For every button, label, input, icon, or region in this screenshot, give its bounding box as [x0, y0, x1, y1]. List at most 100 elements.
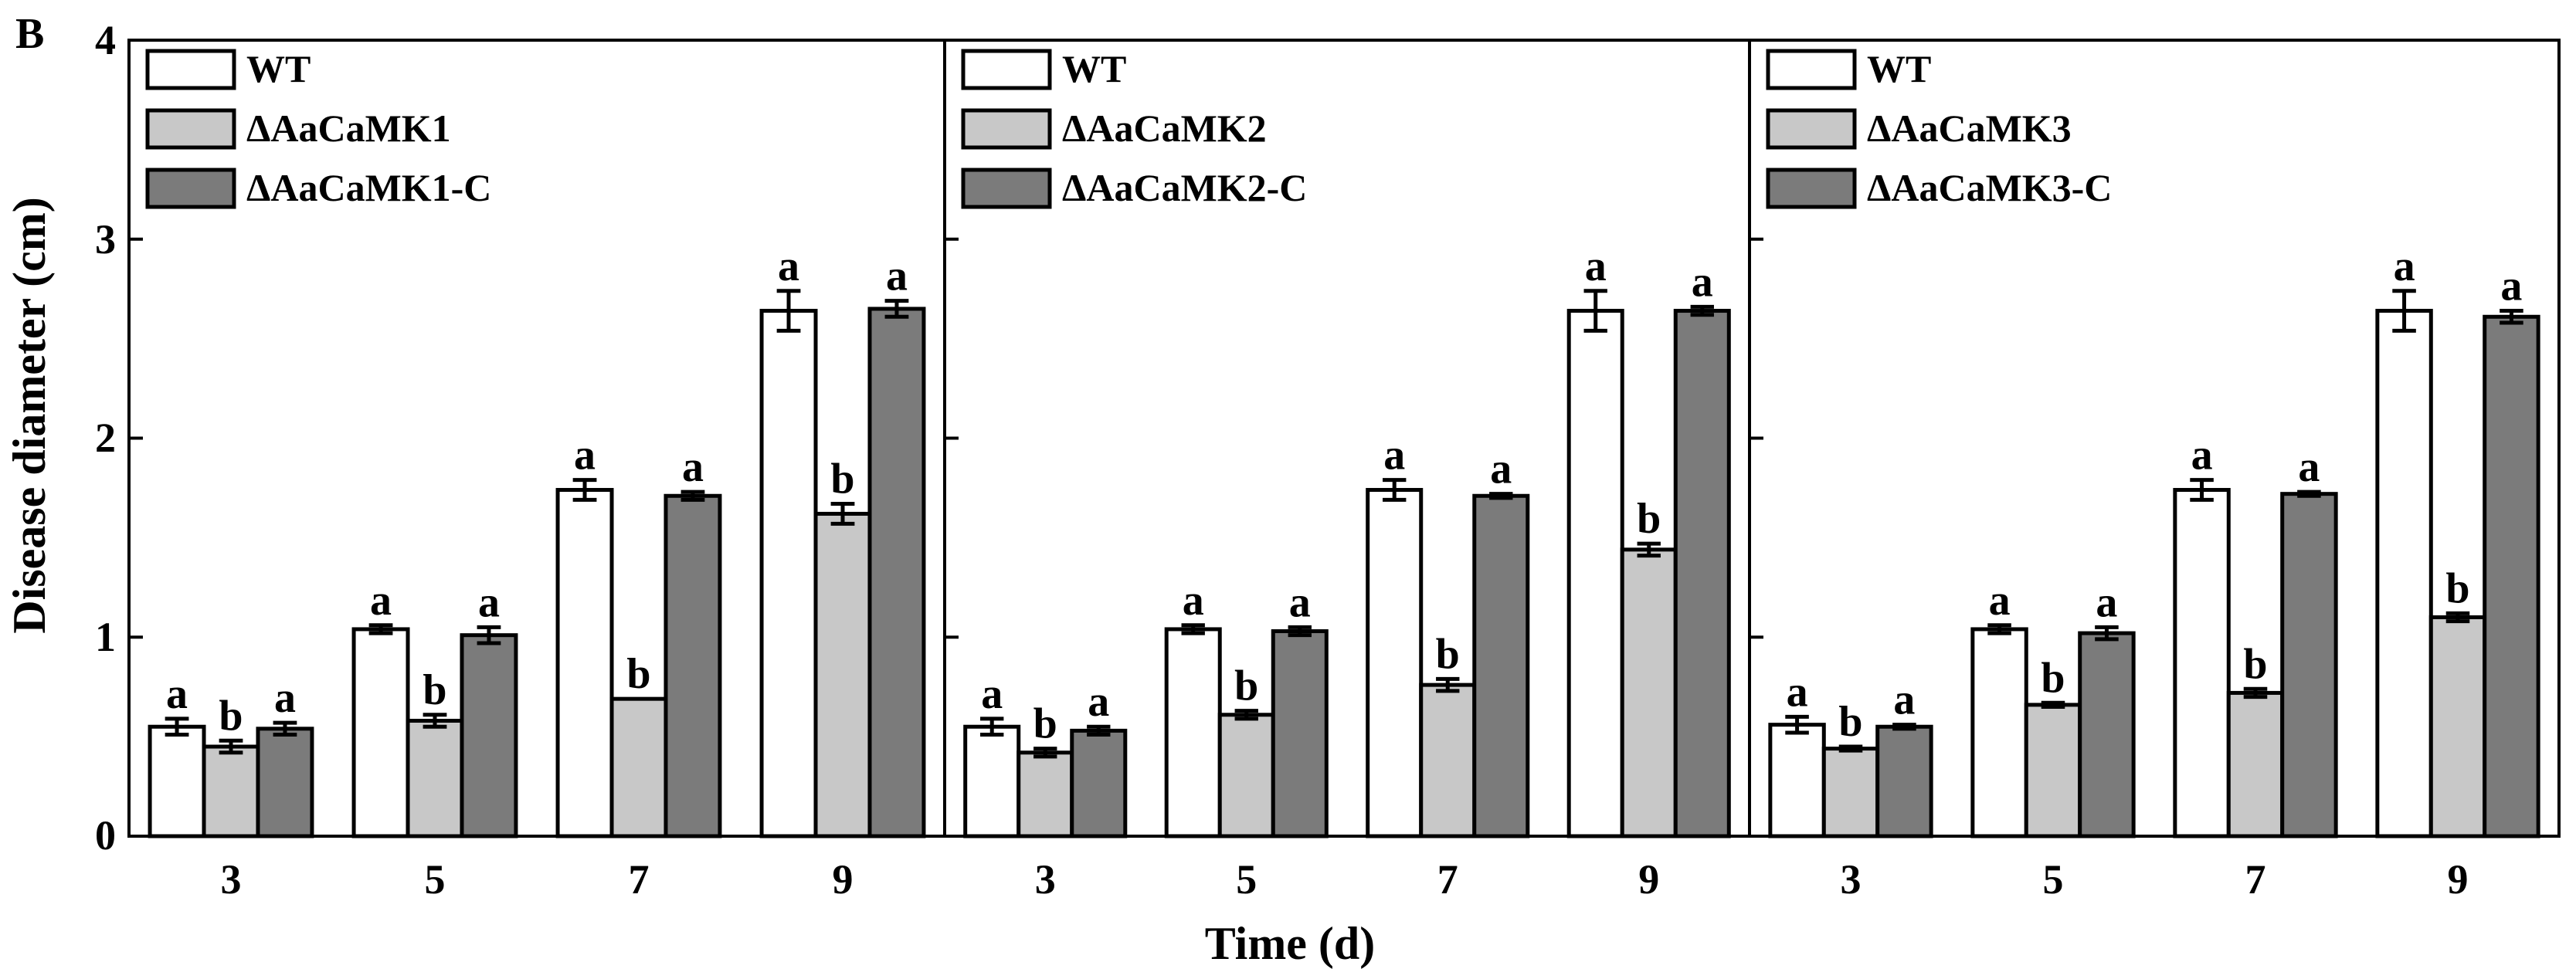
significance-letter: b	[1436, 630, 1460, 678]
x-tick-label: 9	[1638, 856, 1659, 903]
legend-label: WT	[1867, 47, 1931, 90]
x-tick-label: 7	[629, 856, 650, 903]
significance-letter: b	[1033, 700, 1057, 748]
legend-label: WT	[246, 47, 311, 90]
significance-letter: a	[1289, 578, 1311, 626]
bar	[1217, 713, 1275, 838]
bar	[664, 493, 722, 838]
significance-letter: a	[2394, 242, 2415, 290]
significance-letter: b	[626, 650, 650, 698]
significance-letter: a	[574, 432, 596, 479]
panel-label: B	[15, 10, 44, 58]
y-tick-label: 2	[95, 415, 116, 461]
bar	[1016, 750, 1074, 838]
x-tick-label: 5	[1236, 856, 1257, 903]
bar	[2173, 488, 2231, 838]
y-tick-label: 0	[95, 812, 116, 859]
bar	[1768, 723, 1826, 838]
x-tick-label: 3	[1841, 856, 1862, 903]
bar	[406, 719, 464, 838]
significance-letter: a	[274, 674, 296, 722]
x-axis-label: Time (d)	[1205, 918, 1376, 969]
x-tick-label: 5	[2043, 856, 2064, 903]
bar	[813, 511, 872, 838]
bar	[1070, 728, 1128, 838]
bar	[351, 627, 410, 838]
significance-letter: a	[2298, 443, 2320, 491]
x-tick-label: 9	[2448, 856, 2469, 903]
significance-letter: a	[478, 578, 500, 626]
y-tick-label: 1	[95, 614, 116, 660]
legend-label: ΔAaCaMK2-C	[1062, 166, 1307, 209]
x-tick-label: 7	[2245, 856, 2266, 903]
bar	[2428, 615, 2487, 838]
significance-letter: a	[1183, 577, 1204, 625]
significance-letter: b	[1234, 662, 1258, 710]
bar	[1472, 493, 1530, 838]
bar	[867, 307, 926, 838]
significance-letter: a	[1989, 577, 2011, 625]
y-tick-label: 4	[95, 17, 116, 63]
significance-letter: a	[2096, 578, 2117, 626]
significance-letter: a	[1088, 678, 1109, 726]
significance-letter: a	[1692, 258, 1713, 306]
bar	[148, 724, 206, 838]
bar	[1821, 747, 1880, 838]
bar	[963, 724, 1021, 838]
legend-swatch	[961, 108, 1052, 150]
bar	[460, 633, 518, 838]
significance-letter: b	[2041, 654, 2065, 702]
significance-letter: b	[1637, 495, 1661, 543]
bar	[759, 309, 818, 838]
legend-swatch	[145, 49, 236, 90]
bar	[609, 696, 668, 838]
y-tick-label: 3	[95, 216, 116, 263]
bar	[1970, 627, 2028, 838]
legend-label: ΔAaCaMK2	[1062, 107, 1267, 150]
bar	[2483, 314, 2540, 838]
legend-swatch	[145, 168, 236, 209]
legend-label: ΔAaCaMK3-C	[1867, 166, 2112, 209]
bar	[1164, 627, 1222, 838]
bar	[1366, 488, 1424, 838]
bar	[2024, 703, 2082, 838]
x-tick-label: 7	[1437, 856, 1458, 903]
significance-letter: a	[1383, 432, 1405, 479]
bar	[2375, 309, 2433, 838]
significance-letter: a	[1787, 668, 1808, 716]
legend-swatch	[961, 49, 1052, 90]
bar	[1875, 724, 1933, 838]
x-tick-label: 3	[1035, 856, 1056, 903]
legend-swatch	[145, 108, 236, 150]
significance-letter: a	[886, 252, 908, 300]
significance-letter: b	[2243, 640, 2267, 688]
bar	[1419, 683, 1477, 838]
x-tick-label: 3	[221, 856, 242, 903]
significance-letter: a	[370, 577, 392, 625]
significance-letter: b	[219, 692, 243, 740]
bar	[555, 488, 614, 838]
significance-letter: a	[682, 443, 704, 491]
x-tick-label: 5	[425, 856, 446, 903]
legend-label: WT	[1062, 47, 1126, 90]
bar	[2226, 690, 2285, 838]
significance-letter: a	[1490, 445, 1512, 493]
legend-label: ΔAaCaMK1-C	[246, 166, 491, 209]
legend-swatch	[1766, 108, 1857, 150]
bar	[202, 744, 260, 838]
significance-letter: a	[1893, 676, 1915, 724]
significance-letter: a	[778, 242, 799, 290]
significance-letter: a	[2191, 432, 2213, 479]
y-tick-labels: 0 1 2 3 4	[95, 17, 116, 859]
bar	[1673, 309, 1731, 838]
significance-letter: a	[981, 670, 1003, 718]
legend-swatch	[961, 168, 1052, 209]
bar	[1566, 309, 1624, 838]
legend-label: ΔAaCaMK3	[1867, 107, 2072, 150]
legend-swatch	[1766, 168, 1857, 209]
